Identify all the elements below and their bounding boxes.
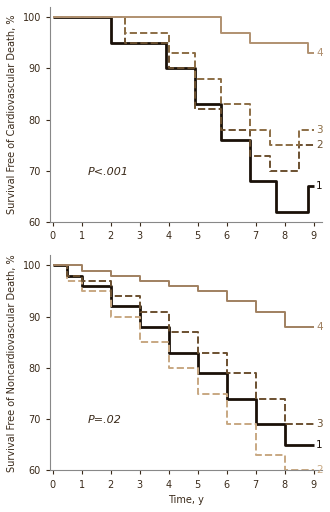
Text: 2: 2 [316, 140, 323, 151]
Text: 1: 1 [316, 440, 323, 450]
Y-axis label: Survival Free of Noncardiovascular Death, %: Survival Free of Noncardiovascular Death… [7, 254, 17, 472]
Text: 1: 1 [316, 181, 323, 191]
Text: P=.02: P=.02 [88, 415, 122, 425]
Y-axis label: Survival Free of Cardiovascular Death, %: Survival Free of Cardiovascular Death, % [7, 15, 17, 215]
Text: 4: 4 [316, 48, 323, 58]
Text: P<.001: P<.001 [88, 167, 129, 177]
X-axis label: Time, y: Time, y [168, 495, 204, 505]
Text: 2: 2 [316, 465, 323, 476]
Text: 4: 4 [316, 322, 323, 332]
Text: 3: 3 [316, 125, 323, 135]
Text: 3: 3 [316, 419, 323, 430]
